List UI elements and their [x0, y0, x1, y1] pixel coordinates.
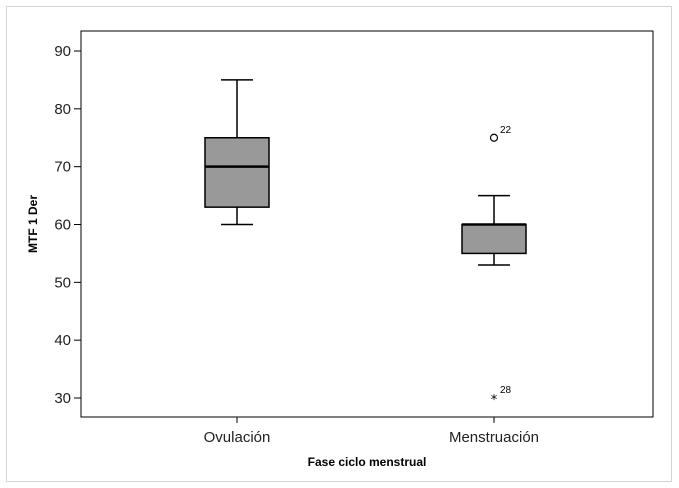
y-tick-label: 30 [54, 390, 71, 407]
y-tick-label: 70 [54, 159, 71, 176]
y-tick-label: 50 [54, 274, 71, 291]
y-tick-label: 40 [54, 332, 71, 349]
plot-area [80, 30, 654, 418]
y-tick-label: 60 [54, 217, 71, 234]
x-axis: Ovulación Menstruación [204, 417, 539, 446]
boxes: 22 *28 [204, 79, 527, 408]
outlier-label: 28 [500, 385, 512, 396]
y-axis: 30 40 50 60 70 80 90 [54, 43, 81, 407]
y-axis-title: MTF 1 Der [26, 195, 40, 253]
box-iqr [204, 137, 270, 208]
y-tick-label: 80 [54, 101, 71, 118]
x-axis-title: Fase ciclo menstrual [308, 455, 427, 469]
box-iqr [461, 223, 527, 255]
x-tick-label: Ovulación [204, 429, 271, 446]
x-tick-label: Menstruación [449, 429, 539, 446]
outlier-star: * [491, 393, 498, 408]
outlier-label: 22 [500, 125, 512, 136]
y-tick-label: 90 [54, 43, 71, 60]
outlier-circle [489, 133, 499, 142]
